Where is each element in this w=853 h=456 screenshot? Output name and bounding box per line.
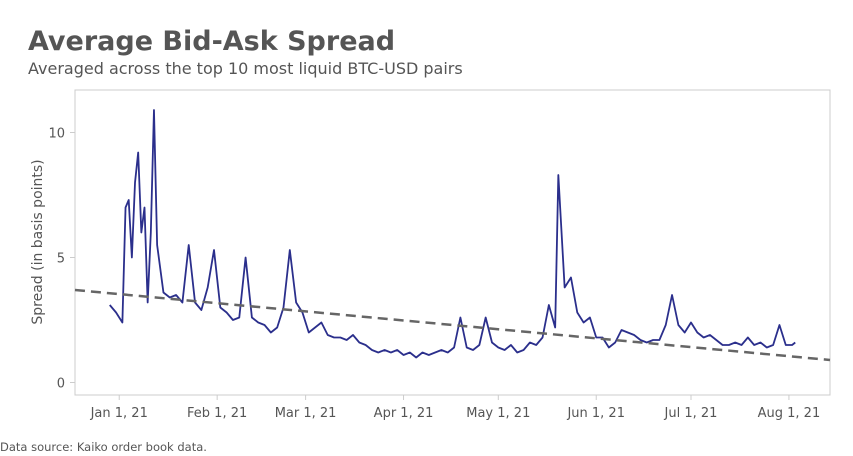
y-tick-label: 5 — [57, 252, 65, 267]
y-tick-label: 0 — [57, 377, 65, 392]
x-tick-label: Mar 1, 21 — [275, 406, 337, 421]
y-axis-label: Spread (in basis points) — [30, 159, 46, 324]
x-tick-label: May 1, 21 — [466, 406, 530, 421]
spread-line — [109, 109, 796, 359]
source-note: Data source: Kaiko order book data. — [0, 440, 207, 454]
x-tick-label: Apr 1, 21 — [374, 406, 434, 421]
trend-line — [74, 288, 831, 362]
y-tick-label: 10 — [48, 127, 65, 142]
x-tick-label: Jan 1, 21 — [90, 406, 148, 421]
x-tick-label: Feb 1, 21 — [187, 406, 247, 421]
x-tick-label: Jul 1, 21 — [664, 406, 718, 421]
chart-title: Average Bid-Ask Spread — [28, 26, 395, 57]
chart-subtitle: Averaged across the top 10 most liquid B… — [28, 59, 463, 78]
plot-frame — [74, 89, 831, 396]
x-tick-label: Jun 1, 21 — [566, 406, 625, 421]
x-tick-label: Aug 1, 21 — [758, 406, 821, 421]
